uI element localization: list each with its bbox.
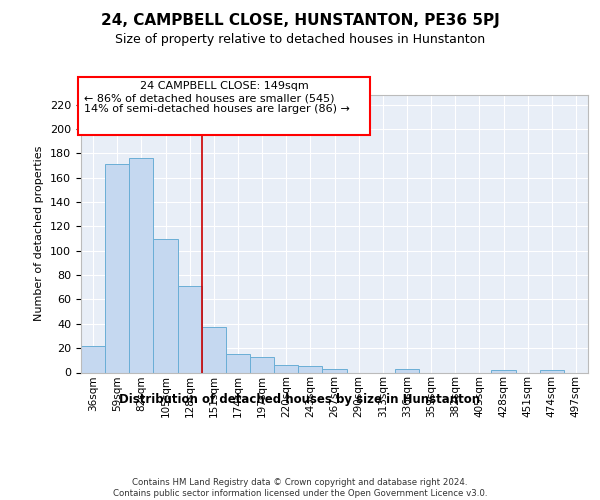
Y-axis label: Number of detached properties: Number of detached properties <box>34 146 44 322</box>
Bar <box>491 370 515 372</box>
Text: 24, CAMPBELL CLOSE, HUNSTANTON, PE36 5PJ: 24, CAMPBELL CLOSE, HUNSTANTON, PE36 5PJ <box>101 12 499 28</box>
Bar <box>226 354 250 372</box>
Bar <box>154 238 178 372</box>
Bar <box>322 369 347 372</box>
Text: Distribution of detached houses by size in Hunstanton: Distribution of detached houses by size … <box>119 392 481 406</box>
Text: 14% of semi-detached houses are larger (86) →: 14% of semi-detached houses are larger (… <box>85 104 350 115</box>
Bar <box>250 356 274 372</box>
Text: 24 CAMPBELL CLOSE: 149sqm: 24 CAMPBELL CLOSE: 149sqm <box>140 81 308 91</box>
Bar <box>298 366 322 372</box>
Text: Contains HM Land Registry data © Crown copyright and database right 2024.
Contai: Contains HM Land Registry data © Crown c… <box>113 478 487 498</box>
Bar <box>202 328 226 372</box>
Text: ← 86% of detached houses are smaller (545): ← 86% of detached houses are smaller (54… <box>85 94 335 104</box>
Bar <box>129 158 154 372</box>
Bar <box>395 369 419 372</box>
Bar <box>274 365 298 372</box>
Bar <box>81 346 105 372</box>
Text: Size of property relative to detached houses in Hunstanton: Size of property relative to detached ho… <box>115 32 485 46</box>
Bar <box>540 370 564 372</box>
Bar <box>105 164 129 372</box>
Bar <box>178 286 202 372</box>
